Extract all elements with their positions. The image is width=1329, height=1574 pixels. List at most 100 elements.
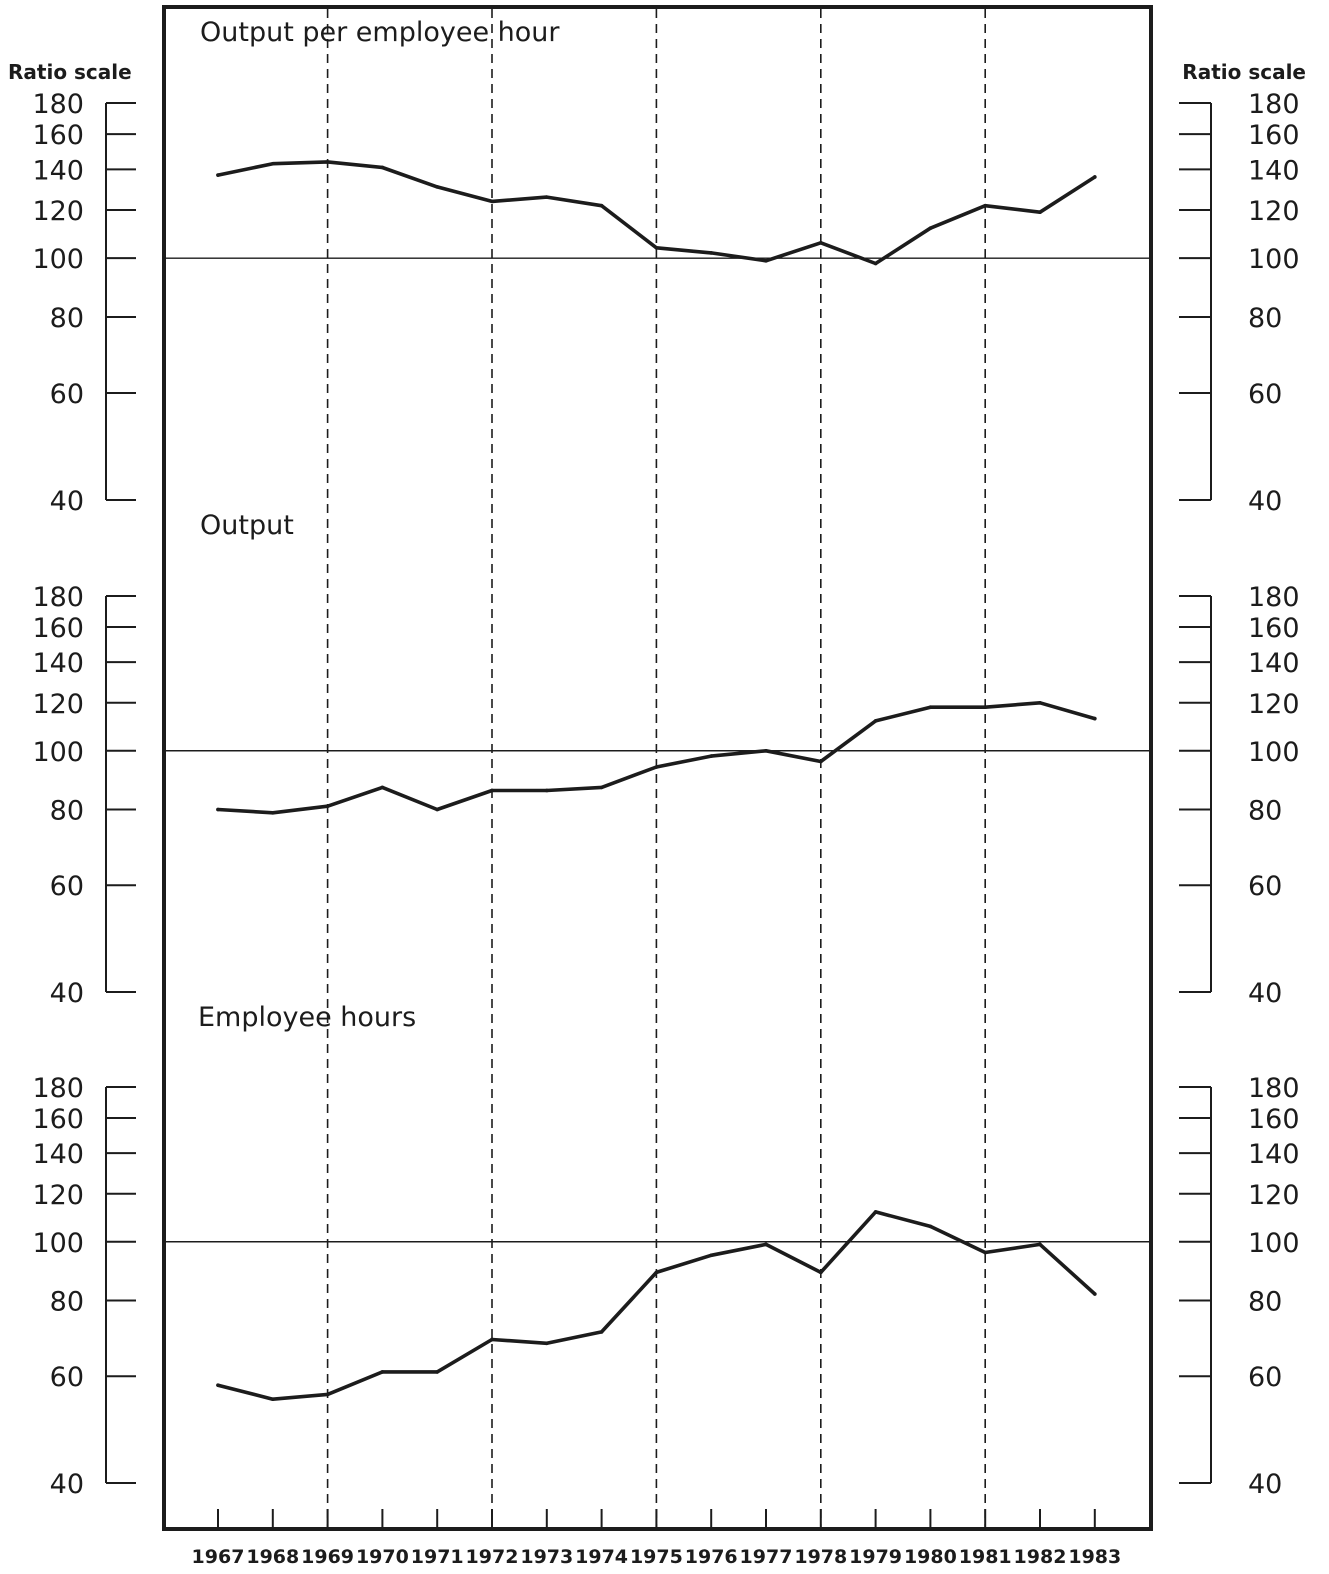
data-point-1969 [325,1392,330,1397]
data-point-1982 [1038,700,1042,705]
data-point-1983 [1093,1292,1097,1296]
data-point-1978 [819,1270,823,1275]
panels: Output per employee hour 40 40 60 60 80 80 100 1… [32,17,1299,1500]
data-point-1971 [435,1370,440,1374]
data-point-1974 [599,1330,604,1334]
data-point-1968 [271,811,275,815]
x-tick-label: 1983 [1068,1546,1121,1568]
data-point-1983 [1093,716,1097,721]
panel-title: Employee hours [198,1002,416,1033]
left-tick-label: 100 [32,737,84,768]
left-tick-label: 40 [50,486,84,517]
data-point-1967 [216,173,220,177]
data-point-1981 [983,1250,987,1255]
data-point-1969 [325,160,330,164]
data-point-1972 [490,199,494,204]
x-tick-label: 1972 [466,1546,519,1568]
axis-label-left: Ratio scale [8,60,132,84]
axis-label-right: Ratio scale [1182,60,1306,84]
data-point-1983 [1093,175,1097,179]
x-tick-label: 1981 [959,1546,1012,1568]
data-point-1973 [545,788,549,793]
panel-title: Output [200,510,294,541]
right-tick-label: 160 [1248,1104,1300,1135]
data-point-1979 [873,1210,878,1214]
right-tick-label: 80 [1248,1287,1282,1318]
data-point-1972 [490,1337,494,1342]
left-tick-label: 140 [32,155,84,186]
data-point-1981 [983,705,987,709]
data-point-1978 [819,240,823,245]
data-point-1974 [599,203,604,208]
data-point-1974 [599,785,604,790]
data-point-1977 [764,1242,768,1247]
plot-frame [162,5,1153,1531]
right-tick-label: 80 [1248,796,1282,827]
right-tick-label: 100 [1248,737,1300,768]
data-point-1968 [271,161,275,166]
left-tick-label: 140 [32,648,84,679]
right-tick-label: 140 [1248,155,1300,186]
data-point-1973 [545,195,549,199]
right-tick-label: 180 [1248,89,1300,120]
right-tick-label: 40 [1248,978,1282,1009]
x-tick-label: 1982 [1014,1546,1067,1568]
right-tick-label: 60 [1248,1362,1282,1393]
data-point-1980 [928,226,933,231]
left-tick-label: 60 [50,379,84,410]
x-tick-label: 1971 [411,1546,464,1568]
x-tick-label: 1975 [630,1546,683,1568]
left-tick-label: 140 [32,1139,84,1170]
x-tick-label: 1973 [520,1546,573,1568]
left-tick-label: 180 [32,1073,84,1104]
right-tick-label: 140 [1248,1139,1300,1170]
data-point-1977 [764,748,768,753]
right-tick-label: 100 [1248,244,1300,275]
right-tick-label: 180 [1248,582,1300,613]
right-tick-label: 120 [1248,689,1300,720]
right-tick-label: 180 [1248,1073,1300,1104]
right-tick-label: 40 [1248,1469,1282,1500]
left-tick-label: 160 [32,1104,84,1135]
data-point-1975 [654,765,659,769]
panel-title: Output per employee hour [200,17,560,48]
data-point-1976 [709,1253,713,1258]
right-tick-label: 60 [1248,871,1282,902]
left-tick-label: 80 [50,303,84,334]
right-tick-label: 100 [1248,1228,1300,1259]
panel-3: Employee hours 40 40 60 60 80 80 100 100 120 120 14… [32,1002,1299,1500]
right-tick-label: 120 [1248,196,1300,227]
data-point-1967 [216,1383,220,1387]
x-tick-label: 1976 [685,1546,738,1568]
x-tick-label: 1980 [904,1546,957,1568]
data-point-1975 [654,245,659,250]
x-tick-label: 1978 [794,1546,847,1568]
data-point-1982 [1038,210,1042,215]
data-point-1970 [380,165,385,170]
x-tick-label: 1977 [740,1546,793,1568]
right-tick-label: 160 [1248,120,1300,151]
data-point-1967 [216,807,220,812]
left-tick-label: 160 [32,613,84,644]
left-tick-label: 60 [50,1362,84,1393]
data-point-1980 [928,1224,933,1229]
panel-1: Output per employee hour 40 40 60 60 80 80 100 1… [32,17,1299,517]
x-axis: 1967 1968 1969 1970 1971 1972 1973 1974 1975 1976… [192,1509,1121,1568]
left-tick-label: 100 [32,1228,84,1259]
left-tick-label: 180 [32,582,84,613]
data-point-1976 [709,251,713,255]
right-tick-label: 120 [1248,1180,1300,1211]
left-tick-label: 120 [32,689,84,720]
left-tick-label: 180 [32,89,84,120]
data-point-1977 [764,258,768,263]
x-tick-label: 1970 [356,1546,409,1568]
left-tick-label: 60 [50,871,84,902]
left-tick-label: 80 [50,1287,84,1318]
left-tick-label: 160 [32,120,84,151]
data-point-1982 [1038,1242,1042,1247]
right-tick-label: 140 [1248,648,1300,679]
data-point-1973 [545,1341,549,1346]
left-tick-label: 40 [50,978,84,1009]
